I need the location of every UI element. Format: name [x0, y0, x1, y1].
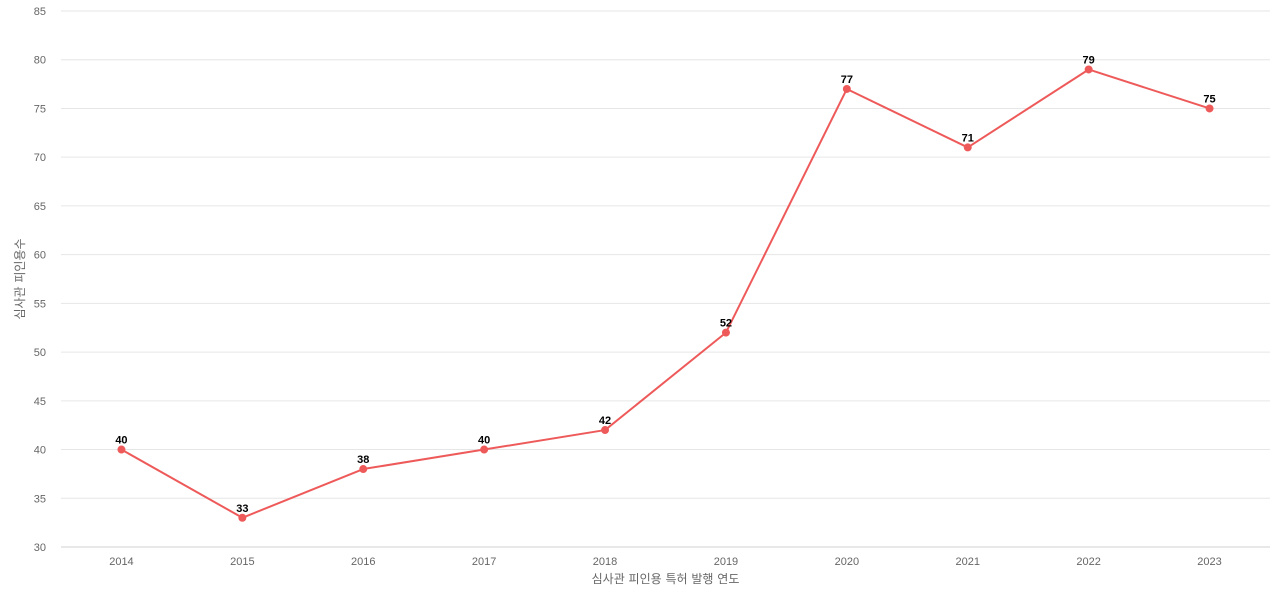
- data-label: 40: [478, 435, 490, 447]
- x-tick-label: 2022: [1076, 556, 1100, 568]
- data-label: 75: [1203, 93, 1215, 105]
- data-point[interactable]: [1084, 65, 1093, 74]
- data-point[interactable]: [117, 445, 126, 454]
- y-tick-label: 85: [34, 6, 46, 18]
- data-label: 52: [720, 318, 732, 330]
- x-tick-label: 2017: [472, 556, 496, 568]
- data-labels: 40 33 38 40 42 52 77 71 79 75: [115, 54, 1215, 514]
- y-tick-label: 60: [34, 250, 46, 262]
- data-point[interactable]: [1205, 104, 1214, 113]
- x-tick-label: 2023: [1197, 556, 1221, 568]
- y-tick-label: 55: [34, 298, 46, 310]
- y-axis-ticks: 30 35 40 45 50 55 60 65 70 75 80 85: [34, 6, 46, 554]
- data-label: 79: [1083, 54, 1095, 66]
- y-tick-label: 50: [34, 347, 46, 359]
- data-point[interactable]: [238, 513, 247, 522]
- x-tick-label: 2014: [109, 556, 133, 568]
- y-tick-label: 35: [34, 493, 46, 505]
- series-line: [120, 68, 1210, 519]
- data-label: 33: [236, 503, 248, 515]
- data-label: 71: [962, 132, 974, 144]
- x-tick-label: 2016: [351, 556, 375, 568]
- series-layer: [117, 65, 1214, 522]
- data-point[interactable]: [721, 328, 730, 337]
- x-tick-label: 2020: [835, 556, 859, 568]
- data-label: 40: [115, 435, 127, 447]
- x-tick-label: 2015: [230, 556, 254, 568]
- y-tick-label: 40: [34, 445, 46, 457]
- data-label: 77: [841, 74, 853, 86]
- data-point[interactable]: [963, 143, 972, 152]
- y-tick-label: 45: [34, 396, 46, 408]
- data-point[interactable]: [480, 445, 489, 454]
- y-tick-label: 80: [34, 55, 46, 67]
- data-label: 38: [357, 454, 369, 466]
- x-tick-label: 2021: [956, 556, 980, 568]
- x-axis-ticks: 2014 2015 2016 2017 2018 2019 2020 2021 2022 2023: [109, 556, 1222, 568]
- y-tick-label: 65: [34, 201, 46, 213]
- data-label: 42: [599, 415, 611, 427]
- y-tick-label: 30: [34, 542, 46, 554]
- y-tick-label: 75: [34, 103, 46, 115]
- data-point[interactable]: [359, 465, 368, 474]
- x-tick-label: 2018: [593, 556, 617, 568]
- x-tick-label: 2019: [714, 556, 738, 568]
- data-point[interactable]: [842, 84, 851, 93]
- grid-lines: [61, 10, 1270, 499]
- x-axis-title: 심사관 피인용 특허 발행 연도: [592, 571, 740, 586]
- data-point[interactable]: [601, 426, 610, 435]
- y-tick-label: 70: [34, 152, 46, 164]
- y-axis-title: 심사관 피인용수: [13, 238, 27, 319]
